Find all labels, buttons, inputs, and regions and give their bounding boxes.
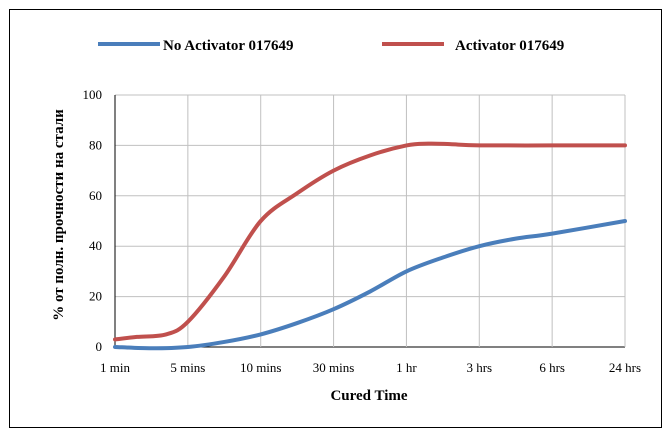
y-tick-label: 0	[96, 339, 103, 354]
chart-border	[9, 9, 662, 428]
series-line-activator	[113, 141, 627, 342]
x-tick-label: 24 hrs	[609, 360, 641, 375]
x-axis-label: Cured Time	[330, 388, 407, 404]
x-tick-label: 1 hr	[396, 360, 417, 375]
x-tick-label: 5 mins	[170, 360, 205, 375]
y-axis-label: % от полн. прочности на стали	[51, 109, 67, 321]
y-tick-labels: 0 20 40 60 80 100	[83, 87, 103, 354]
y-tick-label: 100	[83, 87, 103, 102]
series-lines	[113, 141, 627, 351]
x-tick-label: 1 min	[100, 360, 130, 375]
series-line-no-activator	[113, 219, 627, 351]
legend: No Activator 017649 Activator 017649	[98, 38, 564, 54]
y-tick-label: 60	[89, 188, 102, 203]
x-tick-label: 6 hrs	[539, 360, 565, 375]
legend-label-no-activator: No Activator 017649	[163, 38, 294, 54]
legend-label-activator: Activator 017649	[455, 38, 564, 54]
x-tick-labels: 1 min 5 mins 10 mins 30 mins 1 hr 3 hrs 6 hrs 2…	[100, 360, 641, 375]
y-tick-label: 80	[89, 137, 102, 152]
x-tick-label: 3 hrs	[466, 360, 492, 375]
x-tick-label: 10 mins	[240, 360, 282, 375]
y-tick-label: 40	[89, 238, 102, 253]
x-tick-label: 30 mins	[313, 360, 355, 375]
y-tick-label: 20	[89, 289, 102, 304]
